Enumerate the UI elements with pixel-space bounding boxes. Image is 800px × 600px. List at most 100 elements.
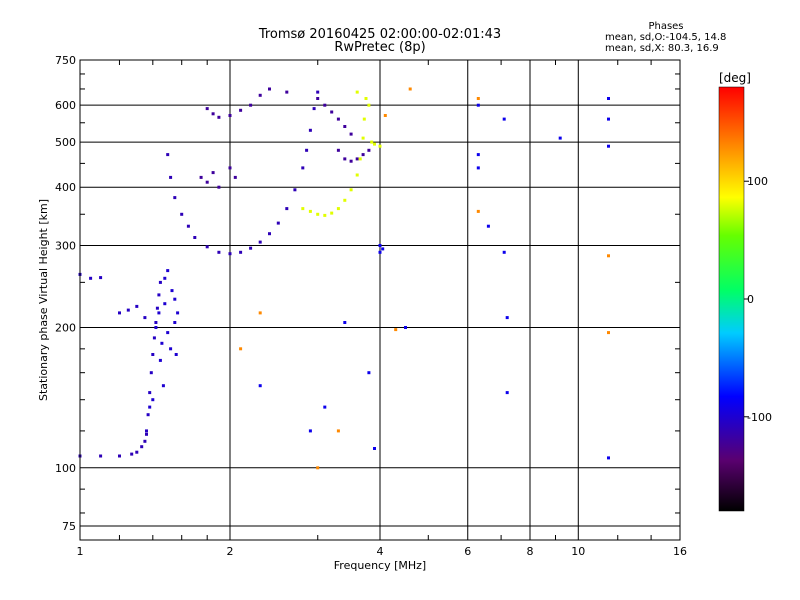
data-point — [367, 103, 371, 107]
data-point — [152, 336, 156, 340]
data-point — [607, 144, 610, 148]
data-point — [99, 276, 103, 280]
colorbar-ticks: 100 0 -100 — [744, 175, 772, 424]
data-point — [349, 159, 353, 163]
data-point — [166, 331, 170, 335]
data-point — [336, 148, 340, 152]
data-point — [276, 221, 280, 225]
data-point — [349, 188, 353, 192]
data-point — [364, 97, 368, 100]
colorbar-tick-label: 0 — [747, 293, 754, 306]
data-point — [502, 250, 506, 254]
data-point — [148, 405, 152, 409]
x-tick-label: 1 — [77, 545, 84, 558]
data-point — [502, 117, 506, 121]
data-point — [130, 452, 134, 456]
colorbar-tick-label: -100 — [747, 411, 772, 424]
y-ticks: 75 100 200 300 400 500 600 750 — [55, 54, 680, 533]
data-point — [476, 166, 480, 170]
data-point — [205, 245, 209, 249]
data-point — [176, 311, 180, 315]
data-point — [336, 429, 340, 433]
data-point — [258, 311, 262, 315]
data-point — [233, 175, 237, 179]
data-point — [217, 250, 221, 254]
data-point — [145, 429, 148, 433]
y-tick-label: 200 — [55, 322, 76, 335]
y-tick-label: 750 — [55, 54, 76, 67]
data-point — [343, 157, 347, 161]
data-point — [367, 148, 371, 152]
phase-stats-title: Phases — [648, 21, 684, 32]
data-point — [378, 244, 382, 247]
data-point — [343, 198, 347, 202]
data-point — [170, 289, 174, 293]
data-point — [343, 321, 347, 324]
data-point — [361, 153, 365, 157]
data-point — [301, 166, 305, 170]
data-point — [607, 97, 610, 100]
data-point — [308, 128, 312, 132]
data-point — [155, 306, 159, 310]
data-point — [211, 171, 215, 175]
x-tick-label: 16 — [673, 545, 687, 558]
x-tick-label: 6 — [464, 545, 471, 558]
colorbar — [718, 86, 745, 512]
data-point — [249, 103, 253, 107]
data-point — [239, 250, 243, 254]
data-point — [312, 107, 316, 111]
data-point — [258, 240, 262, 244]
x-tick-label: 10 — [571, 545, 585, 558]
data-point — [336, 207, 340, 211]
data-point — [308, 209, 312, 213]
data-point — [323, 213, 327, 217]
data-point — [118, 454, 121, 458]
data-point — [161, 384, 165, 388]
data-point — [99, 454, 103, 458]
data-point — [126, 308, 130, 312]
data-point — [330, 110, 334, 114]
data-point — [378, 250, 382, 254]
data-point — [173, 297, 177, 301]
data-point — [323, 405, 327, 409]
data-point — [370, 140, 374, 144]
chart-title: Tromsø 20160425 02:00:00-02:01:43 — [258, 27, 502, 42]
data-point — [323, 103, 327, 107]
colorbar-unit-label: [deg] — [719, 71, 751, 85]
data-point — [373, 447, 376, 450]
data-point — [157, 311, 161, 315]
data-point — [154, 321, 158, 324]
x-ticks: 1 2 4 6 8 10 16 — [77, 60, 687, 558]
data-point — [149, 371, 153, 375]
data-point — [316, 97, 320, 100]
data-point — [157, 293, 161, 297]
data-point — [163, 302, 167, 306]
data-point — [301, 207, 305, 211]
data-point — [607, 117, 610, 121]
data-point — [285, 90, 289, 94]
data-point — [308, 429, 312, 433]
data-point — [330, 211, 334, 215]
data-point — [373, 142, 376, 146]
data-point — [143, 316, 147, 320]
data-point — [305, 148, 309, 152]
data-point — [118, 311, 121, 315]
y-tick-label: 400 — [55, 181, 76, 194]
data-point — [173, 321, 177, 324]
plot-frame — [79, 59, 681, 541]
data-point — [163, 276, 167, 280]
x-tick-label: 8 — [527, 545, 534, 558]
data-point — [367, 371, 371, 375]
data-point — [173, 196, 177, 200]
data-point — [174, 353, 178, 356]
data-point — [358, 157, 362, 161]
data-point — [343, 125, 347, 128]
data-point — [146, 413, 150, 417]
y-tick-label: 600 — [55, 99, 76, 112]
data-point — [285, 207, 289, 211]
data-point — [316, 90, 320, 94]
data-point — [476, 97, 480, 100]
data-point — [186, 224, 190, 228]
data-point — [293, 188, 297, 192]
phase-stats-x: mean, sd,X: 80.3, 16.9 — [605, 43, 719, 54]
